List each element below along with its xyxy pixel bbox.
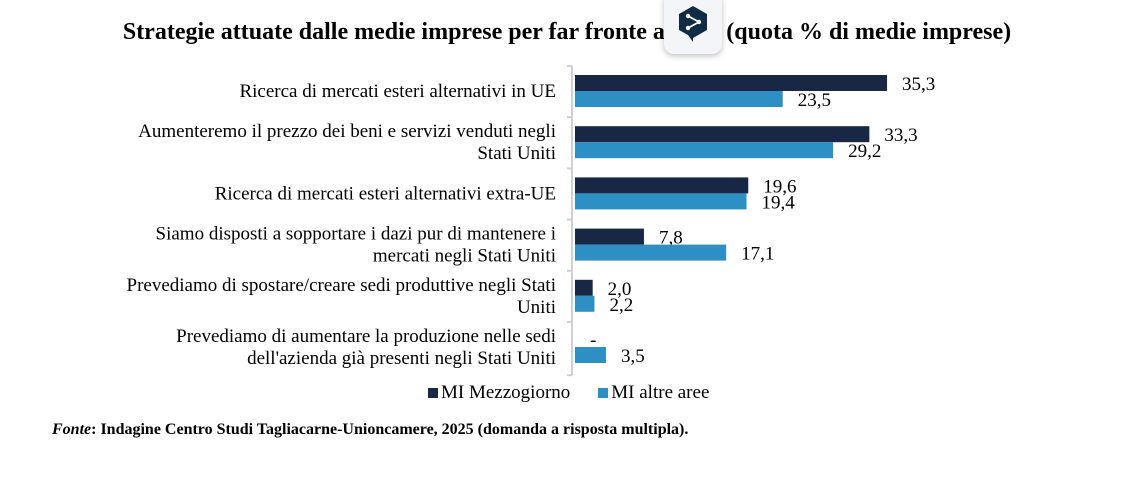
data-label: 33,3 [884, 125, 917, 146]
data-label: 19,6 [763, 176, 796, 197]
data-label: 35,3 [902, 74, 935, 95]
legend-swatch-mezzogiorno [428, 388, 438, 398]
data-label: 17,1 [741, 244, 774, 265]
bar-mezzogiorno [575, 126, 870, 143]
legend-swatch-altre-aree [598, 388, 609, 398]
data-label: 19,4 [761, 192, 795, 213]
bar-altre-aree [575, 193, 747, 210]
category-label: Siamo disposti a sopportare i dazi pur d… [156, 224, 556, 245]
bar-altre-aree [575, 347, 606, 363]
bar-altre-aree [575, 244, 727, 261]
category-label: Stati Uniti [477, 143, 556, 164]
data-label: 29,2 [848, 141, 881, 162]
category-label: Prevediamo di spostare/creare sedi produ… [127, 275, 557, 296]
category-label: Ricerca di mercati esteri alternativi in… [239, 81, 556, 102]
data-label: - [590, 330, 596, 351]
source-prefix: Fonte [52, 421, 92, 438]
chart-legend: MI Mezzogiorno MI altre aree [428, 382, 709, 404]
deepl-translate-icon [679, 6, 707, 42]
data-label: 23,5 [798, 90, 831, 111]
bar-altre-aree [575, 142, 834, 159]
legend-label-mezzogiorno: MI Mezzogiorno [441, 382, 571, 403]
category-label: Ricerca di mercati esteri alternativi ex… [215, 183, 556, 204]
bar-altre-aree [575, 91, 783, 107]
bar-mezzogiorno [575, 228, 644, 245]
source-note: Fonte: Indagine Centro Studi Tagliacarne… [52, 421, 688, 439]
data-label: 3,5 [621, 346, 645, 367]
bar-mezzogiorno [575, 75, 888, 91]
data-label: 2,0 [608, 279, 632, 300]
category-label: mercati negli Stati Uniti [373, 246, 556, 267]
category-label: dell'azienda già presenti negli Stati Un… [247, 348, 556, 369]
bar-altre-aree [575, 295, 595, 312]
category-label: Prevediamo di aumentare la produzione ne… [176, 326, 556, 347]
chart-title: Strategie attuate dalle medie imprese pe… [122, 19, 1012, 45]
category-label: Aumenteremo il prezzo dei beni e servizi… [138, 121, 556, 142]
data-label: 7,8 [659, 228, 683, 249]
category-label: Uniti [517, 297, 556, 318]
source-text: : Indagine Centro Studi Tagliacarne-Unio… [91, 421, 689, 438]
bar-mezzogiorno [575, 177, 749, 194]
legend-item-mezzogiorno: MI Mezzogiorno [428, 382, 570, 404]
legend-label-altre-aree: MI altre aree [611, 382, 710, 403]
legend-item-altre-aree: MI altre aree [598, 382, 709, 404]
data-label: 2,2 [609, 295, 633, 316]
translator-extension-button[interactable] [664, 0, 722, 54]
bar-mezzogiorno [575, 279, 593, 296]
